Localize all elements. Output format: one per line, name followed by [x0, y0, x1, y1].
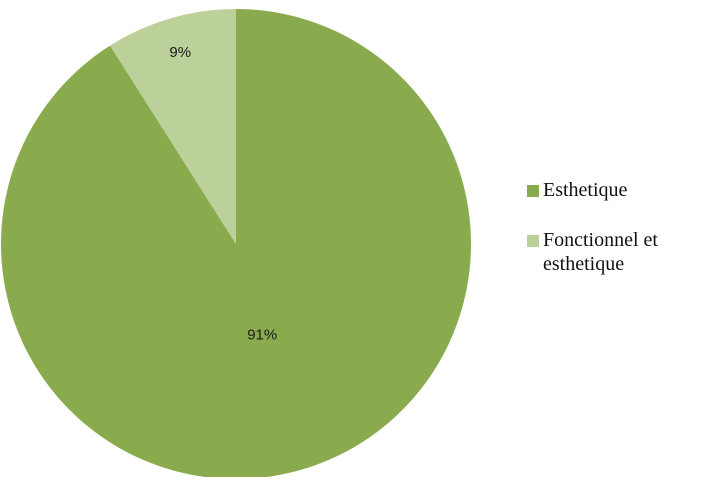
data-label-fonctionnel-et-esthetique: 9% [169, 44, 191, 61]
legend-label-fonctionnel-et-esthetique: Fonctionnel et esthetique [543, 229, 658, 275]
pie-slice-fonctionnel-et-esthetique [110, 9, 236, 244]
pie-slice-esthetique [0, 9, 472, 479]
legend-item-fonctionnel-et-esthetique: Fonctionnel et esthetique [527, 228, 707, 276]
data-label-esthetique: 91% [247, 326, 277, 343]
legend: Esthetique Fonctionnel et esthetique [527, 178, 707, 302]
legend-swatch-fonctionnel-et-esthetique [527, 235, 539, 247]
legend-swatch-esthetique [527, 185, 539, 197]
legend-label-esthetique: Esthetique [543, 179, 628, 201]
legend-item-esthetique: Esthetique [527, 178, 707, 202]
